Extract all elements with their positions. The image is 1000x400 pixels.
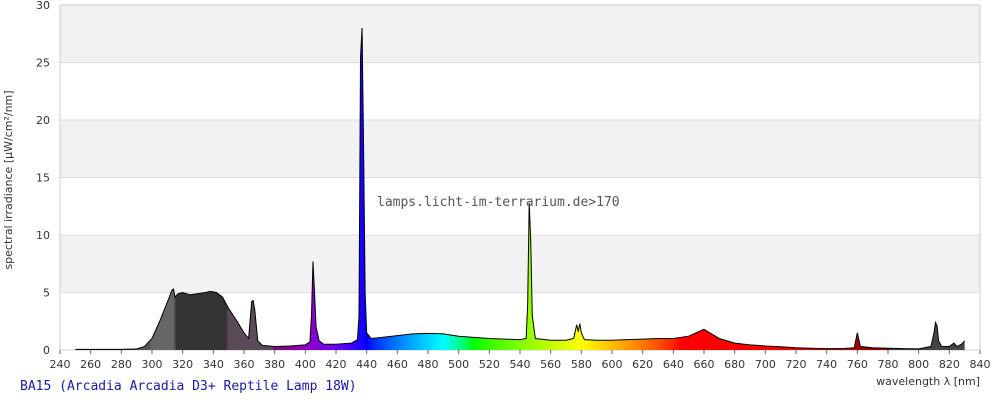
x-axis-label: wavelength λ [nm]: [876, 375, 980, 388]
x-tick-label: 240: [50, 358, 71, 371]
x-tick-label: 540: [510, 358, 531, 371]
grid-band: [60, 5, 980, 63]
caption: BA15 (Arcadia Arcadia D3+ Reptile Lamp 1…: [20, 379, 357, 394]
x-tick-label: 500: [448, 358, 469, 371]
x-tick-label: 800: [908, 358, 929, 371]
x-tick-label: 580: [571, 358, 592, 371]
y-tick-label: 5: [43, 287, 50, 300]
x-tick-label: 660: [694, 358, 715, 371]
x-tick-label: 560: [540, 358, 561, 371]
x-tick-label: 720: [786, 358, 807, 371]
spectrum-line: [75, 27, 966, 350]
x-tick-label: 640: [663, 358, 684, 371]
x-tick-label: 480: [418, 358, 439, 371]
x-tick-label: 260: [80, 358, 101, 371]
x-tick-label: 600: [602, 358, 623, 371]
y-tick-label: 10: [36, 229, 50, 242]
x-tick-label: 700: [755, 358, 776, 371]
x-tick-label: 840: [970, 358, 991, 371]
x-tick-label: 680: [724, 358, 745, 371]
x-tick-label: 620: [632, 358, 653, 371]
x-tick-label: 420: [326, 358, 347, 371]
spectrum-area: [75, 28, 965, 350]
x-tick-label: 820: [939, 358, 960, 371]
grid-band: [60, 120, 980, 178]
x-tick-label: 520: [479, 358, 500, 371]
y-axis-label: spectral irradiance [µW/cm²/nm]: [2, 90, 15, 269]
y-tick-label: 25: [36, 57, 50, 70]
x-tick-label: 300: [142, 358, 163, 371]
x-tick-label: 280: [111, 358, 132, 371]
x-tick-label: 320: [172, 358, 193, 371]
x-tick-label: 340: [203, 358, 224, 371]
x-tick-label: 780: [878, 358, 899, 371]
y-tick-label: 15: [36, 172, 50, 185]
y-tick-label: 20: [36, 114, 50, 127]
x-tick-label: 440: [356, 358, 377, 371]
watermark: lamps.licht-im-terrarium.de>170: [377, 195, 620, 210]
x-tick-label: 400: [295, 358, 316, 371]
grid-band: [60, 235, 980, 293]
y-tick-label: 0: [43, 344, 50, 357]
x-tick-label: 460: [387, 358, 408, 371]
x-tick-label: 380: [264, 358, 285, 371]
x-tick-label: 740: [816, 358, 837, 371]
x-tick-label: 360: [234, 358, 255, 371]
x-tick-label: 760: [847, 358, 868, 371]
y-tick-label: 30: [36, 0, 50, 12]
